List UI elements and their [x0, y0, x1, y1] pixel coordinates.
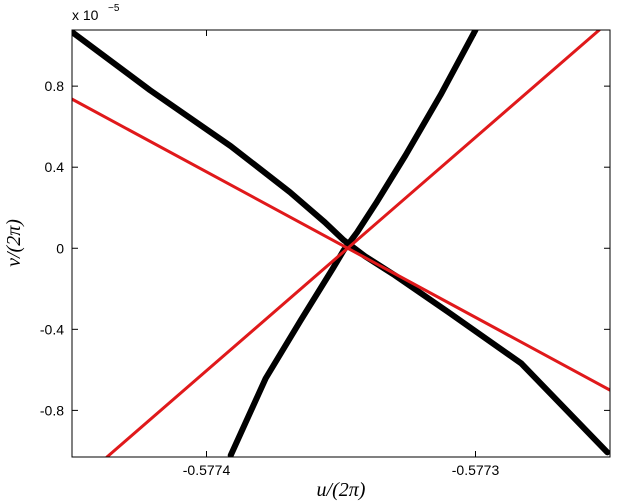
x-tick-label: -0.5774	[183, 462, 231, 478]
x-tick-label: -0.5773	[452, 462, 500, 478]
data-line	[72, 97, 610, 392]
data-line	[72, 30, 610, 456]
y-exponent: −5	[108, 3, 120, 14]
data-line	[105, 30, 601, 457]
x-axis-label: u/(2π)	[317, 479, 366, 501]
y-axis-label: v/(2π)	[3, 219, 25, 267]
data-line	[227, 30, 479, 457]
y-tick-label: 0.4	[45, 159, 65, 175]
plot-frame	[71, 29, 611, 458]
y-tick-label: -0.4	[40, 321, 64, 337]
y-exponent-base: x 10	[72, 7, 99, 23]
y-tick-label: 0.8	[45, 78, 65, 94]
y-tick-label: 0	[56, 240, 64, 256]
y-tick-label: -0.8	[40, 402, 64, 418]
